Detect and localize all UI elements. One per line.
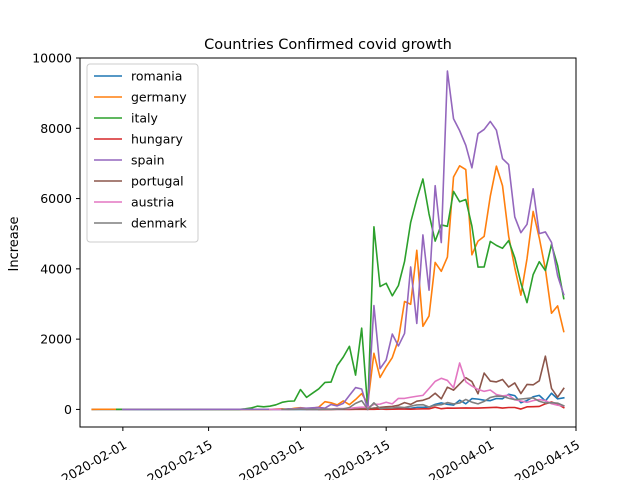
plot-frame (79, 57, 577, 428)
legend-box (86, 63, 199, 243)
series-line-italy (115, 178, 565, 411)
y-tick-label: 4000 (40, 261, 72, 276)
y-tick-label: 10000 (32, 51, 72, 66)
legend-label-austria: austria (131, 195, 174, 210)
series-group (91, 70, 565, 411)
y-tick-label: 8000 (40, 121, 72, 136)
chart-title: Countries Confirmed covid growth (204, 37, 452, 53)
legend-label-romania: romania (131, 69, 182, 84)
legend-label-italy: italy (131, 111, 159, 126)
legend-label-germany: germany (131, 90, 187, 105)
y-tick-label: 2000 (40, 332, 72, 347)
legend-label-hungary: hungary (131, 132, 184, 147)
series-line-spain (122, 70, 565, 411)
legend-label-portugal: portugal (131, 174, 184, 189)
legend-label-denmark: denmark (131, 216, 188, 231)
legend: romania germany italy hungary spain portugal a… (86, 63, 199, 243)
series-line-denmark (281, 395, 565, 411)
legend-label-spain: spain (131, 153, 165, 168)
y-axis-label: Increase (7, 216, 22, 271)
y-tick-label: 0 (64, 402, 72, 417)
y-tick-label: 6000 (40, 191, 72, 206)
